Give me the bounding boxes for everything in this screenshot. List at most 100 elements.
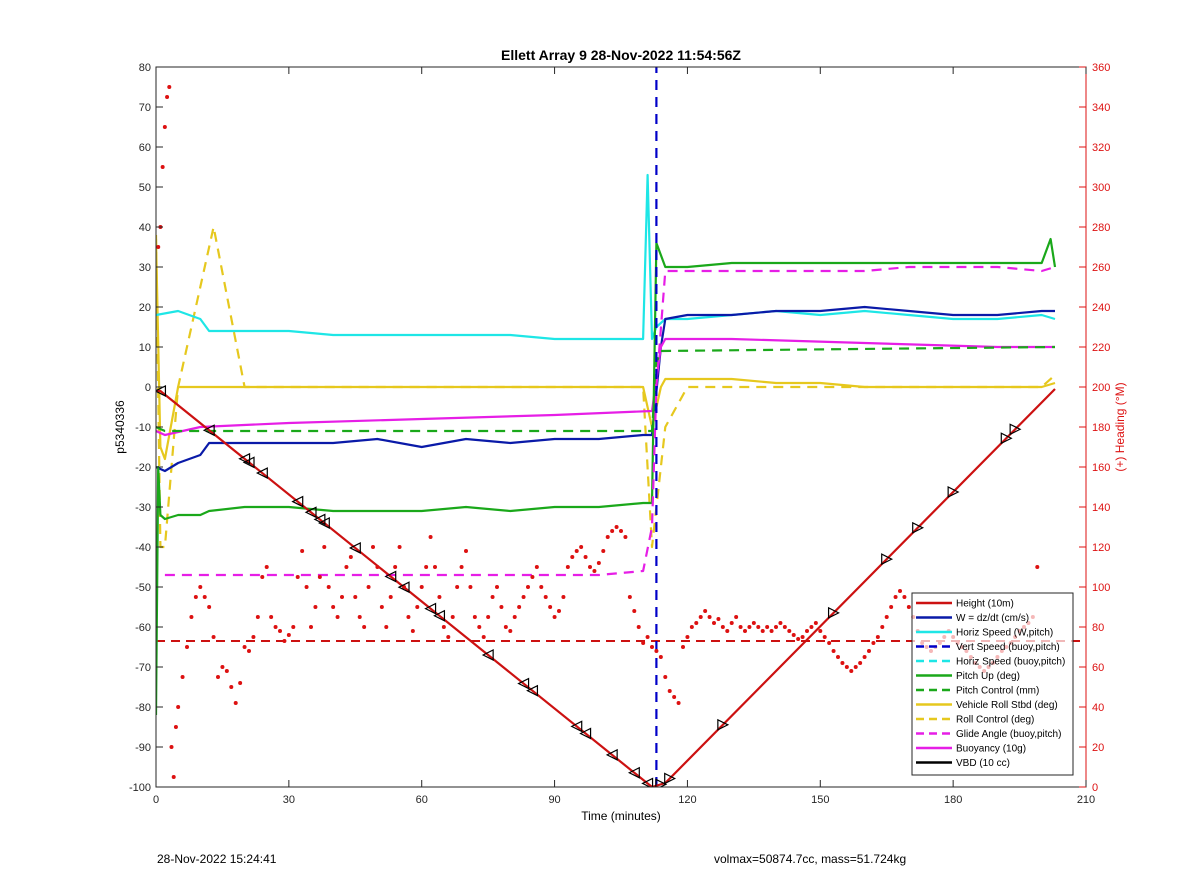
heading-point: [455, 585, 460, 589]
heading-point: [720, 625, 725, 629]
heading-point: [384, 625, 389, 629]
y-tick-label-right: 60: [1092, 662, 1104, 674]
heading-point: [902, 595, 907, 599]
y-axis-label-right: (+) Heading (°M): [1113, 382, 1127, 471]
heading-point: [667, 689, 672, 693]
direction-marker: [881, 553, 894, 566]
direction-marker: [348, 542, 361, 554]
series-line-5: [156, 237, 1057, 716]
heading-point: [326, 585, 331, 589]
heading-point: [663, 675, 668, 679]
direction-marker: [238, 452, 251, 465]
heading-point: [282, 639, 287, 643]
heading-point: [689, 625, 694, 629]
heading-point: [880, 625, 885, 629]
direction-marker: [1009, 423, 1022, 436]
heading-point: [738, 625, 743, 629]
y-tick-label-left: -20: [135, 462, 151, 474]
y-tick-label-left: -50: [135, 582, 151, 594]
heading-point: [233, 701, 238, 705]
series-line-9: [164, 265, 1056, 577]
x-tick-label: 90: [548, 794, 560, 806]
series-line-1: [156, 305, 1055, 473]
heading-point: [760, 629, 765, 633]
heading-point: [344, 565, 349, 569]
heading-point: [831, 649, 836, 653]
heading-point: [348, 555, 353, 559]
heading-point: [672, 695, 677, 699]
legend: Height (10m) W = dz/dt (cm/s) Horiz Speed …: [911, 592, 1074, 776]
heading-point: [774, 625, 778, 629]
series-line-10: [156, 337, 1055, 437]
footer-timestamp: 28-Nov-2022 15:24:41: [157, 852, 277, 866]
heading-point: [295, 575, 300, 579]
heading-point: [441, 625, 446, 629]
direction-marker: [242, 456, 255, 469]
legend-entry: W = dz/dt (cm/s): [956, 613, 1029, 624]
heading-point: [406, 615, 411, 619]
direction-marker: [304, 506, 317, 519]
x-axis-label: Time (minutes): [581, 809, 661, 823]
heading-point: [202, 595, 207, 599]
heading-point: [778, 621, 783, 625]
legend-entry: Pitch Up (deg): [956, 671, 1020, 682]
heading-point: [419, 585, 424, 589]
heading-point: [173, 725, 178, 729]
heading-point: [818, 629, 823, 633]
heading-point: [712, 621, 716, 625]
y-tick-label-left: 50: [139, 182, 151, 194]
heading-point: [658, 655, 663, 659]
heading-point: [269, 615, 274, 619]
heading-point: [743, 629, 747, 633]
heading-point: [716, 617, 721, 621]
direction-marker: [424, 602, 437, 615]
y-tick-label-left: 30: [139, 262, 151, 274]
y-tick-label-right: 40: [1092, 702, 1104, 714]
direction-marker: [579, 727, 592, 740]
heading-point: [530, 575, 535, 579]
y-tick-label-right: 80: [1092, 622, 1104, 634]
direction-marker: [317, 517, 330, 529]
direction-marker: [627, 766, 640, 779]
heading-point: [472, 615, 477, 619]
heading-point: [906, 605, 911, 609]
direction-marker: [717, 718, 730, 731]
heading-point: [169, 745, 174, 749]
heading-point: [313, 605, 318, 609]
heading-point: [180, 675, 185, 679]
heading-point: [570, 555, 575, 559]
heading-point: [893, 595, 898, 599]
heading-point: [840, 661, 845, 665]
direction-marker: [384, 570, 397, 583]
heading-point: [849, 669, 854, 673]
x-tick-label: 60: [416, 794, 428, 806]
heading-point: [322, 545, 327, 549]
series-line-0: [156, 388, 1056, 787]
heading-point: [366, 585, 371, 589]
y-tick-label-left: -10: [135, 422, 151, 434]
y-tick-label-left: -40: [135, 542, 151, 554]
legend-entry: Horiz Speed (buoy,pitch): [956, 657, 1065, 668]
heading-point: [676, 701, 681, 705]
heading-point: [521, 595, 526, 599]
direction-marker: [433, 609, 446, 622]
series-line-2: [156, 173, 1056, 341]
direction-marker: [526, 684, 539, 697]
heading-point: [884, 615, 889, 619]
heading-point: [397, 545, 402, 549]
heading-point: [867, 649, 871, 653]
heading-point: [224, 669, 229, 673]
heading-point: [862, 655, 867, 659]
heading-point: [769, 629, 774, 633]
direction-marker: [397, 581, 410, 594]
heading-point: [171, 775, 176, 779]
heading-point: [765, 625, 770, 629]
heading-point: [650, 645, 654, 649]
heading-point: [220, 665, 225, 669]
x-tick-label: 120: [678, 794, 696, 806]
heading-point: [167, 85, 172, 89]
heading-point: [459, 565, 464, 569]
heading-point: [353, 595, 358, 599]
heading-point: [499, 605, 504, 609]
legend-entry: Buoyancy (10g): [956, 744, 1026, 755]
